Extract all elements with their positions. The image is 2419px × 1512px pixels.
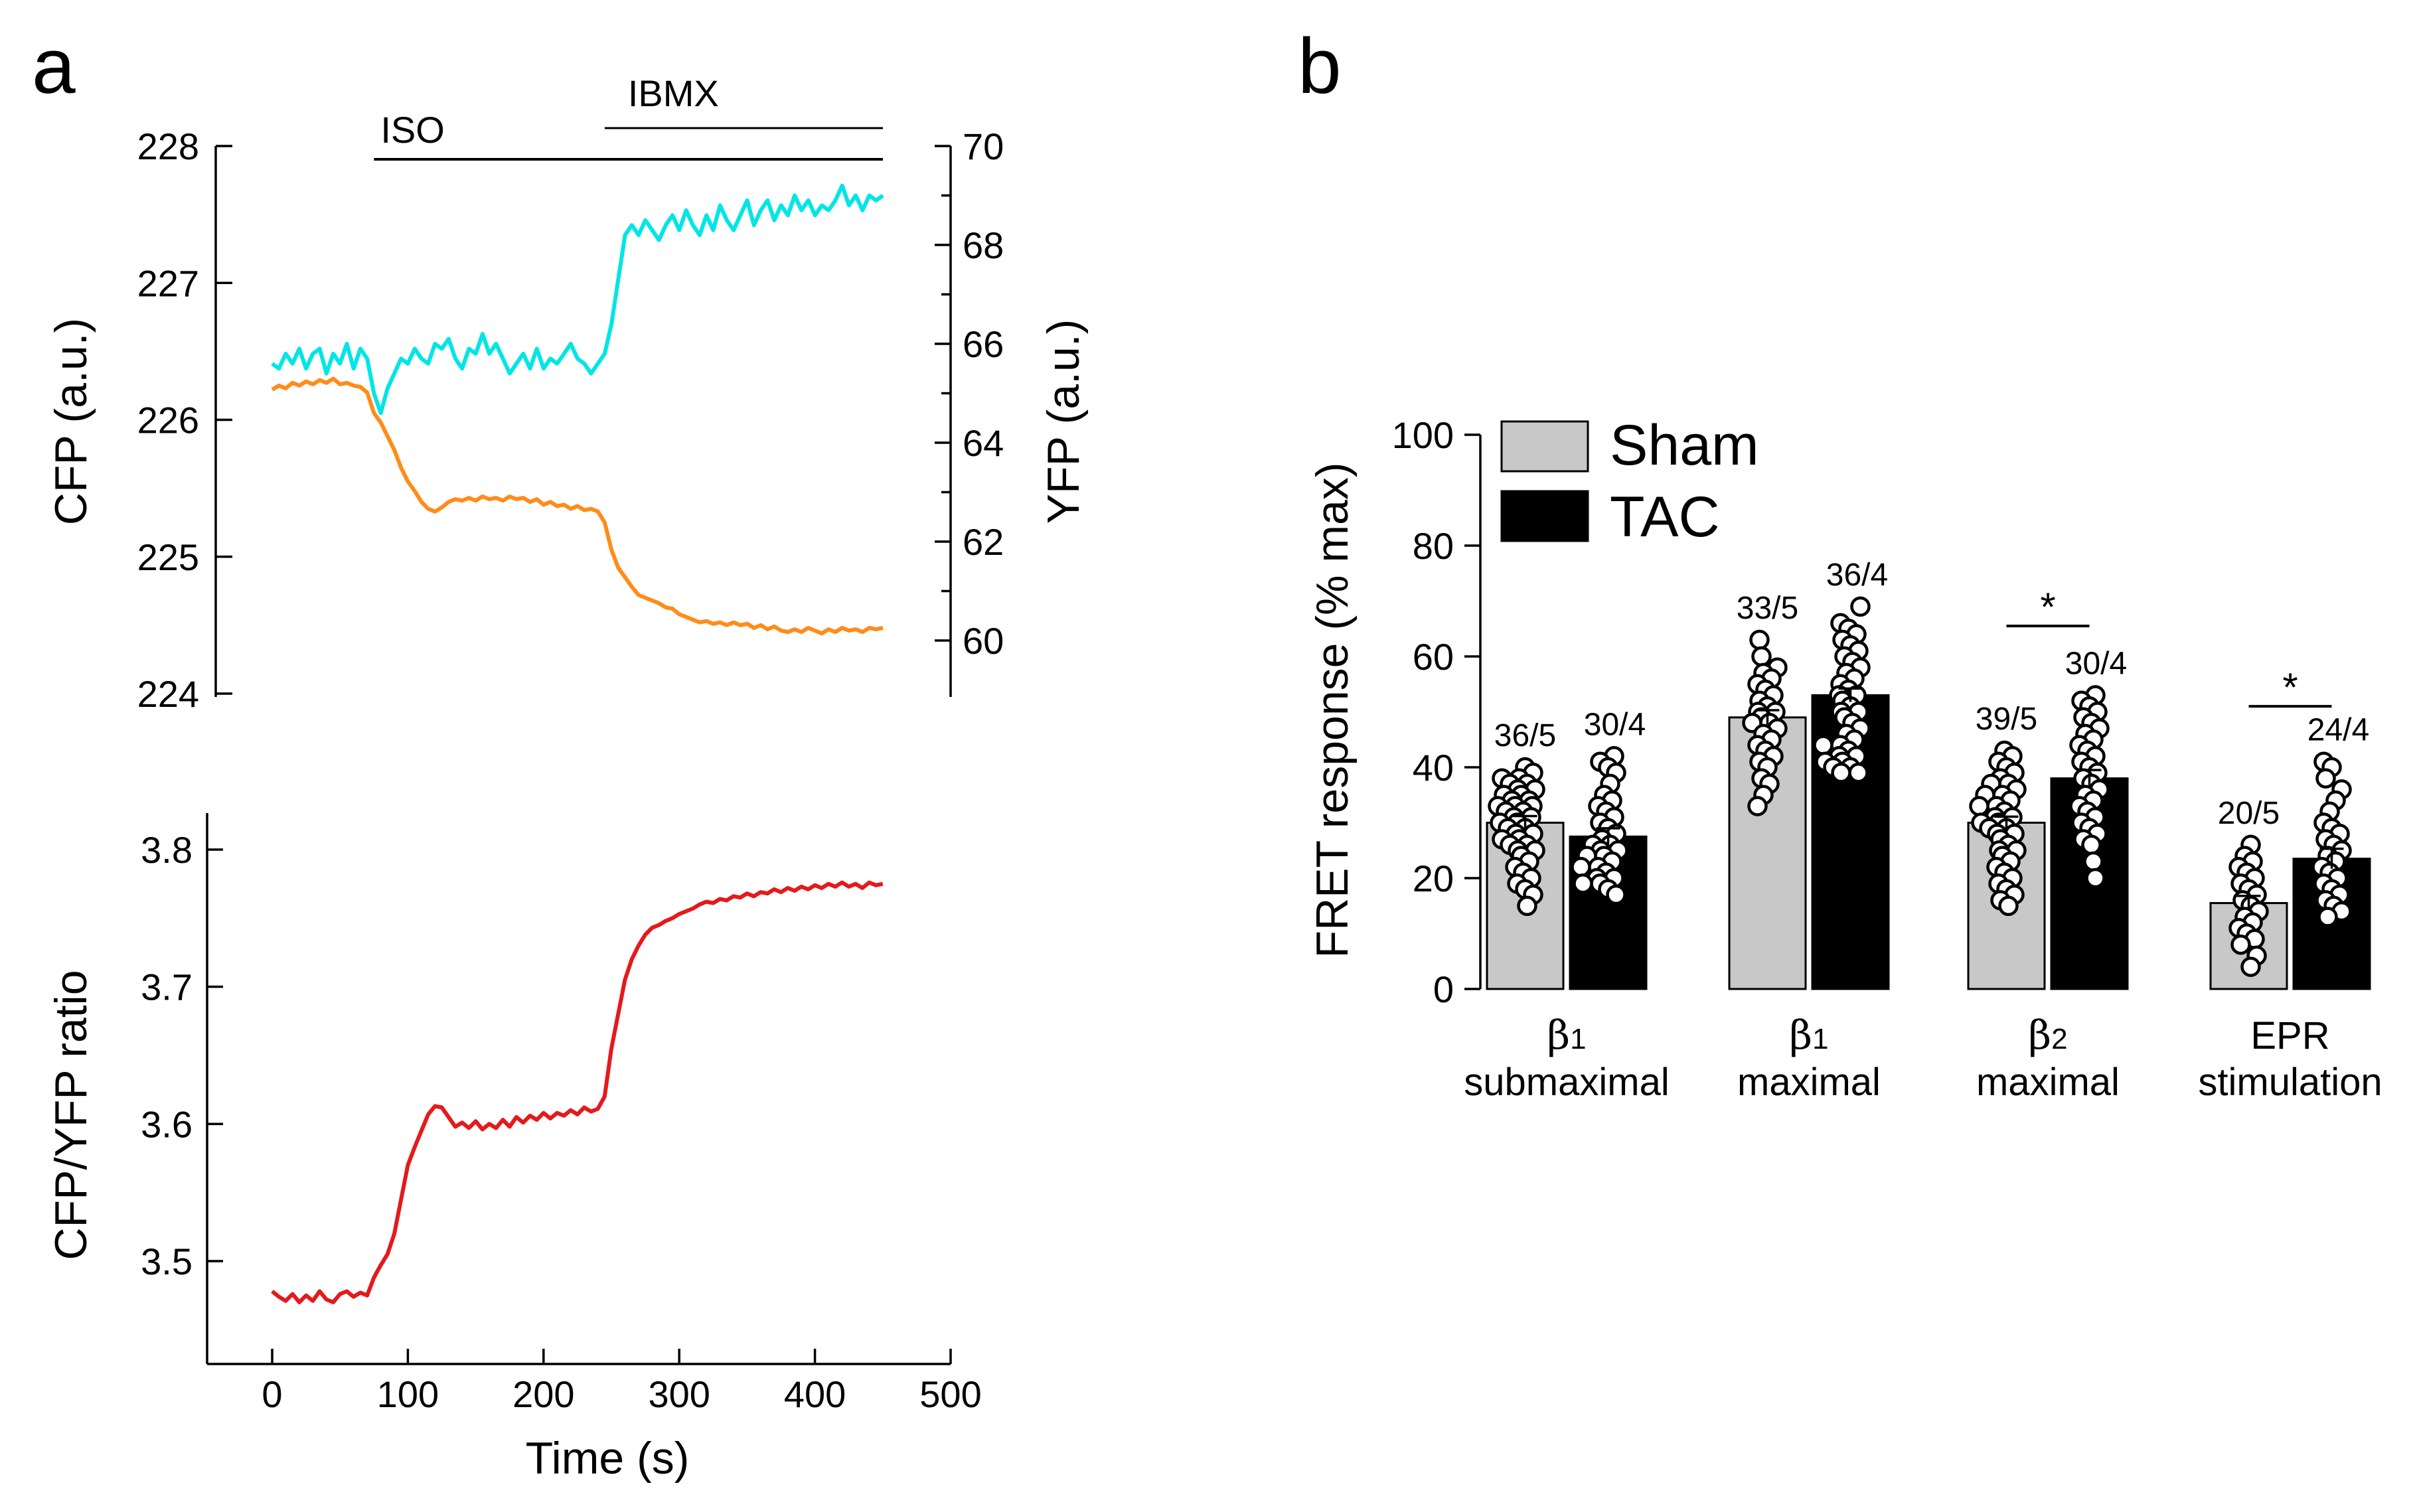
tac-n-label: 30/4 — [2065, 646, 2127, 681]
cfp-tick-label: 224 — [137, 673, 199, 715]
significance-star: * — [2040, 585, 2055, 629]
yfp-tick-label: 64 — [963, 422, 1004, 464]
fret-tick-label: 20 — [1413, 858, 1454, 899]
ratio-tick-label: 3.7 — [141, 966, 193, 1008]
yfp-tick-label: 62 — [963, 521, 1004, 563]
panel-a-bottom-chart: 3.5 3.6 3.7 3.8 0 100 200 300 400 500 CFP/YFP ra… — [46, 813, 982, 1483]
tac-point — [1606, 884, 1626, 905]
receptor-subscript: 1 — [1812, 1023, 1828, 1055]
beta-symbol: β — [1547, 1012, 1570, 1059]
yfp-trace — [271, 183, 884, 416]
sham-point — [2230, 934, 2251, 955]
ratio-axis-title: CFP/YFP ratio — [46, 970, 96, 1260]
legend-sham-swatch — [1500, 420, 1589, 473]
cfp-tick-label: 225 — [137, 536, 199, 578]
time-axis-title: Time (s) — [526, 1433, 690, 1483]
sham-point — [1751, 646, 1772, 667]
panel-a-letter: a — [32, 23, 76, 110]
cfp-trace — [271, 376, 884, 636]
fret-tick-label: 40 — [1413, 747, 1454, 789]
time-tick-label: 400 — [784, 1373, 846, 1415]
sham-point — [1998, 895, 2019, 917]
time-tick-label: 0 — [262, 1373, 282, 1415]
tac-point — [2085, 868, 2106, 889]
ratio-tick-label: 3.8 — [141, 829, 193, 871]
tac-n-label: 36/4 — [1826, 558, 1888, 593]
legend-tac-swatch — [1500, 490, 1589, 542]
time-tick-label: 300 — [648, 1373, 710, 1415]
iso-treatment-label: ISO — [380, 109, 444, 151]
sham-point — [2240, 956, 2261, 977]
tac-n-label: 24/4 — [2307, 713, 2369, 748]
sham-n-label: 20/5 — [2218, 796, 2280, 831]
sham-point — [1749, 629, 1770, 650]
cfp-axis-title: CFP (a.u.) — [46, 318, 96, 525]
category-line1-label: EPR — [2250, 1014, 2329, 1057]
beta-symbol: β — [2028, 1012, 2051, 1059]
category-receptor-label: β2 — [2028, 1012, 2067, 1059]
tac-point — [1831, 763, 1851, 783]
cfp-tick-label: 226 — [137, 400, 199, 441]
category-receptor-label: β1 — [1547, 1012, 1586, 1059]
beta-symbol: β — [1789, 1012, 1812, 1059]
ibmx-treatment-label: IBMX — [628, 72, 719, 114]
yfp-tick-label: 66 — [963, 323, 1004, 365]
tac-point — [1848, 763, 1869, 783]
tac-n-label: 30/4 — [1584, 707, 1646, 742]
fret-tick-label: 80 — [1413, 525, 1454, 567]
cfp-tick-label: 228 — [137, 125, 199, 167]
panel-b-letter: b — [1298, 23, 1342, 110]
fret-axis-title: FRET response (% max) — [1307, 463, 1358, 958]
time-tick-label: 500 — [919, 1373, 981, 1415]
sham-point — [1517, 895, 1537, 917]
category-line2-label: maximal — [1976, 1061, 2120, 1104]
yfp-tick-label: 68 — [963, 224, 1004, 266]
category-receptor-label: β1 — [1789, 1012, 1828, 1059]
time-tick-label: 200 — [512, 1373, 574, 1415]
receptor-subscript: 2 — [2051, 1023, 2067, 1055]
category-line2-label: maximal — [1737, 1061, 1881, 1104]
ratio-tick-label: 3.5 — [141, 1241, 193, 1282]
receptor-subscript: 1 — [1570, 1023, 1586, 1055]
yfp-tick-label: 60 — [963, 620, 1004, 662]
time-tick-label: 100 — [377, 1373, 439, 1415]
yfp-tick-label: 70 — [963, 125, 1004, 167]
significance-star: * — [2282, 665, 2298, 710]
sham-point — [1969, 796, 1990, 816]
category-line2-label: submaximal — [1464, 1061, 1669, 1104]
sham-n-label: 36/5 — [1494, 718, 1556, 753]
sham-point — [1747, 796, 1768, 816]
sham-n-label: 33/5 — [1737, 591, 1798, 626]
fret-tick-label: 0 — [1433, 968, 1454, 1010]
tac-point — [1573, 873, 1593, 894]
tac-point — [2081, 834, 2102, 856]
yfp-axis-title: YFP (a.u.) — [1038, 319, 1089, 524]
category-line2-label: stimulation — [2198, 1061, 2382, 1104]
fret-tick-label: 60 — [1413, 636, 1454, 678]
ratio-tick-label: 3.6 — [141, 1103, 193, 1145]
legend-tac-label: TAC — [1610, 485, 1720, 549]
sham-n-label: 39/5 — [1976, 702, 2037, 737]
legend-sham-label: Sham — [1610, 414, 1759, 477]
cfp-tick-label: 227 — [137, 262, 199, 304]
fret-tick-label: 100 — [1392, 414, 1454, 456]
tac-point — [2083, 851, 2104, 872]
tac-point — [1813, 735, 1834, 755]
ratio-trace — [271, 880, 884, 1304]
tac-point — [2317, 907, 2338, 927]
tac-point — [1850, 596, 1871, 617]
tac-point — [1571, 857, 1591, 877]
tac-point — [2315, 768, 2336, 789]
